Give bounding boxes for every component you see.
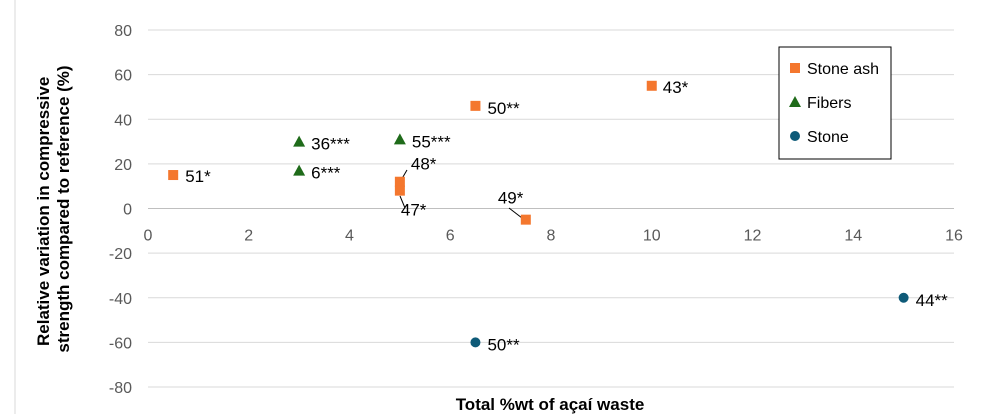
y-tick-label: -20 — [109, 246, 132, 263]
leader-line-47 — [399, 195, 406, 209]
legend: Stone ash Fibers Stone — [778, 46, 892, 160]
y-tick-label: 40 — [114, 112, 132, 129]
data-label: 50** — [487, 335, 520, 354]
point-fibers — [293, 164, 306, 176]
legend-label-stone-ash: Stone ash — [807, 61, 879, 78]
point-stone — [470, 337, 481, 348]
y-tick-label: 0 — [123, 202, 132, 219]
data-label: 55*** — [412, 132, 451, 151]
y-tick-label: 20 — [114, 157, 132, 174]
data-label: 51* — [185, 167, 211, 186]
x-axis-title: Total %wt of açaí waste — [456, 395, 645, 414]
y-axis-title: Relative variation in compressive streng… — [34, 65, 73, 352]
data-label: 43* — [663, 78, 689, 97]
x-tick-label: 0 — [144, 228, 153, 245]
x-tick-label: 10 — [643, 228, 661, 245]
legend-marker-stone-ash — [790, 63, 800, 73]
legend-marker-fibers — [789, 96, 801, 107]
y-tick-label: 80 — [114, 23, 132, 40]
y-tick-label: -60 — [109, 335, 132, 352]
data-labels: 51* 48* 47* 50** 49* 43* 36*** 6*** 55*** 50** 44*… — [185, 78, 948, 355]
y-tick-label: -40 — [109, 291, 132, 308]
x-tick-label: 6 — [446, 228, 455, 245]
x-tick-label: 8 — [547, 228, 556, 245]
legend-label-fibers: Fibers — [807, 95, 851, 112]
x-tick-label: 14 — [844, 228, 862, 245]
point-stone — [898, 292, 909, 303]
x-tick-label: 4 — [345, 228, 354, 245]
leader-line-49 — [508, 207, 523, 219]
y-axis-title-line-2: strength compared to reference (%) — [54, 65, 73, 352]
data-label: 50** — [487, 99, 520, 118]
y-tick-label: 60 — [114, 68, 132, 85]
axis-titles: Total %wt of açaí waste Relative variati… — [34, 65, 644, 414]
data-label: 44** — [916, 291, 949, 310]
data-label: 6*** — [311, 164, 341, 183]
x-tick-label: 16 — [945, 228, 963, 245]
x-tick-label: 12 — [744, 228, 762, 245]
point-stone-ash — [394, 185, 405, 196]
point-stone-ash — [646, 80, 657, 91]
point-stone-ash — [470, 100, 481, 111]
gridlines — [148, 29, 954, 388]
data-label: 49* — [498, 189, 524, 208]
point-fibers — [393, 133, 406, 145]
point-stone-ash — [520, 214, 531, 225]
data-label: 36*** — [311, 135, 350, 154]
x-tick-label: 2 — [244, 228, 253, 245]
legend-label-stone: Stone — [807, 129, 849, 146]
data-label: 48* — [411, 155, 437, 174]
data-label: 47* — [401, 201, 427, 220]
point-stone-ash — [394, 176, 405, 187]
y-tick-label: -80 — [109, 380, 132, 397]
point-fibers — [293, 135, 306, 147]
point-stone-ash — [168, 170, 179, 181]
legend-marker-stone — [790, 131, 800, 141]
data-points — [168, 80, 909, 348]
y-axis-title-line-1: Relative variation in compressive — [34, 77, 53, 346]
tick-labels: 80 60 40 20 0 -20 -40 -60 -80 0 2 4 6 8 10 12 14 16 — [109, 23, 963, 397]
